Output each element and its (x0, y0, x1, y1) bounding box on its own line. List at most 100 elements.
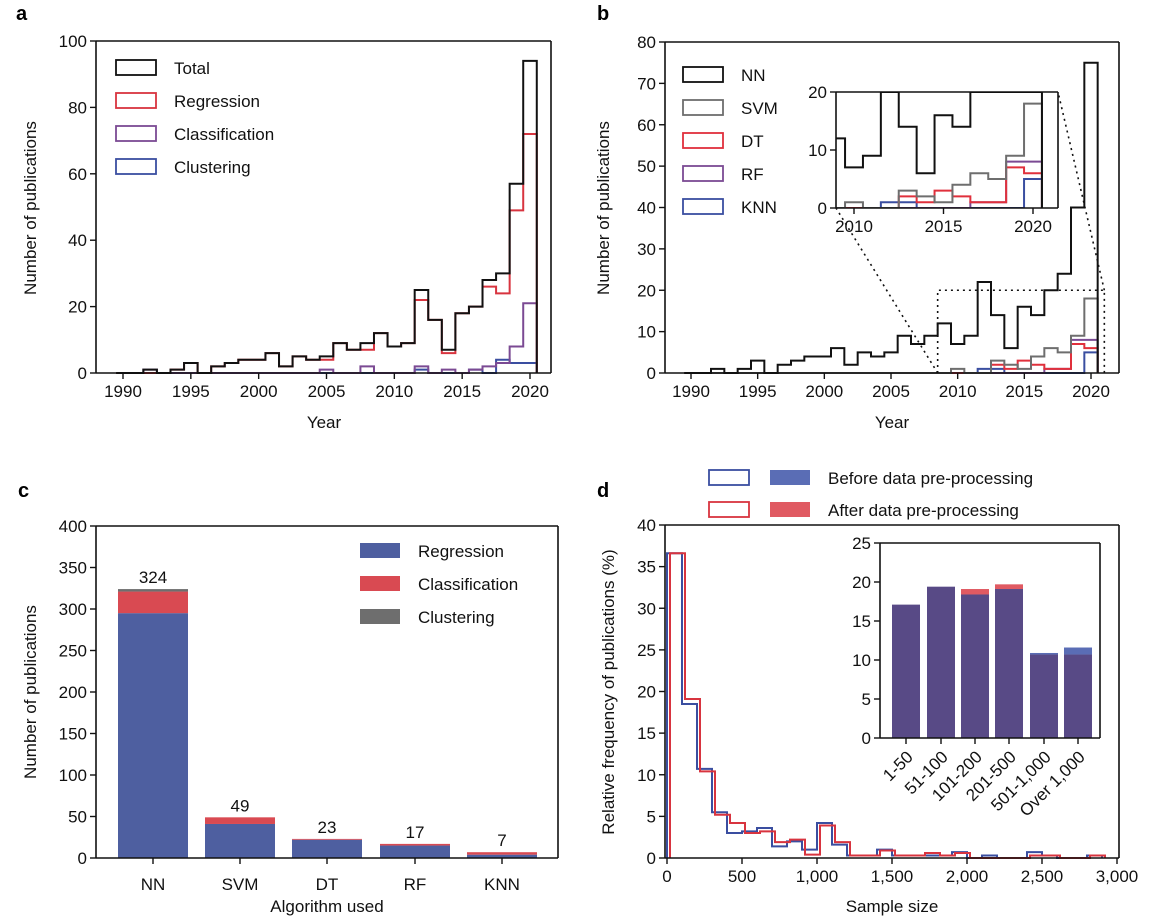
panel-a-legend-classification-swatch (115, 125, 157, 142)
panel-a-x-tick-label: 2015 (443, 382, 481, 401)
panel-d-y-tick-label: 5 (647, 807, 656, 826)
panel-d-y-tick-label: 20 (637, 683, 656, 702)
panel-d-x-axis-title: Sample size (846, 897, 939, 916)
panel-b-legend-rf-text: RF (741, 165, 764, 184)
panel-d-y-tick-label: 25 (637, 641, 656, 660)
panel-a-y-tick-label: 0 (78, 364, 87, 383)
panel-b-legend-dt-text: DT (741, 132, 764, 151)
panel-d-inset-bar-4 (1030, 654, 1058, 738)
panel-c-y-axis-title: Number of publications (21, 605, 40, 779)
panel-a-legend-regression-text: Regression (174, 92, 260, 111)
panel-d-x-tick-label: 2,000 (946, 867, 989, 886)
panel-a-x-tick-label: 2000 (240, 382, 278, 401)
panel-b-inset-series-rf (836, 160, 1043, 208)
panel-c-bar-knn-regression (467, 854, 537, 858)
panel-b-zoom-connector (835, 207, 939, 374)
panel-d-inset-y-tick-label: 20 (852, 573, 871, 592)
panel-b-y-tick-label: 40 (637, 199, 656, 218)
panel-a-y-axis-title: Number of publications (21, 121, 40, 295)
panel-c-bar-svm-regression (205, 823, 275, 858)
panel-d-legend-after-outline-swatch (708, 501, 750, 518)
panel-b-series-nn (684, 61, 1099, 374)
panel-a-y-tick-label: 40 (68, 231, 87, 250)
panel-d-x-tick-label: 3,000 (1096, 867, 1139, 886)
panel-c-bar-nn-regression (118, 613, 188, 858)
panel-a-y-tick-label: 20 (68, 298, 87, 317)
panel-c-legend-classification-swatch (360, 576, 400, 591)
panel-a-y-tick-label: 60 (68, 165, 87, 184)
panel-a-legend-regression-swatch (115, 92, 157, 109)
panel-c-bar-nn-clustering (118, 589, 188, 592)
panel-d-inset-y-tick-label: 0 (862, 729, 871, 748)
panel-d-inset-y-tick-label: 15 (852, 612, 871, 631)
panel-a-legend-clustering-swatch (115, 158, 157, 175)
panel-a-x-tick-label: 1995 (172, 382, 210, 401)
panel-b-inset-series-nn (836, 92, 1043, 208)
panel-a-legend-total-text: Total (174, 59, 210, 78)
panel-d-y-axis-title: Relative frequency of publications (%) (599, 549, 618, 834)
panel-c-legend-regression-text: Regression (418, 542, 504, 561)
panel-c-x-axis-title: Algorithm used (270, 897, 383, 916)
panel-b-series-svm (684, 297, 1099, 374)
panel-d-legend-before-outline-swatch (708, 469, 750, 486)
panel-d: d Relative frequency of publications (%)… (597, 469, 1138, 916)
panel-b-label: b (597, 3, 609, 25)
panel-b-legend-nn-text: NN (741, 66, 766, 85)
panel-c: c Number of publications Algorithm used … (18, 480, 559, 916)
panel-d-inset-bar-1 (927, 586, 955, 738)
panel-c-legend-clustering-text: Clustering (418, 608, 495, 627)
panel-c-bar-knn-classification (467, 852, 537, 855)
panel-d-inset: 05101520251-5051-100101-200201-500501-1,… (852, 534, 1101, 820)
panel-a-y-tick-label: 80 (68, 98, 87, 117)
panel-c-y-tick-label: 350 (59, 559, 87, 578)
panel-b-inset-y-tick-label: 10 (808, 141, 827, 160)
panel-d-inset-bar-5 (1064, 654, 1092, 738)
panel-b-legend-svm-text: SVM (741, 99, 778, 118)
panel-b-y-tick-label: 60 (637, 116, 656, 135)
panel-c-y-tick-label: 50 (68, 808, 87, 827)
panel-a-legend-clustering-text: Clustering (174, 158, 251, 177)
panel-a-x-tick-label: 2005 (308, 382, 346, 401)
panel-d-x-tick-label: 0 (662, 867, 671, 886)
panel-c-data-label-knn: 7 (497, 831, 506, 850)
panel-c-x-tick-label: DT (316, 875, 339, 894)
panel-d-inset-bar-diff-2 (961, 589, 989, 595)
panel-b-inset-x-tick-label: 2015 (925, 217, 963, 236)
panel-b-inset: 0 10 20 2010 2015 2020 (808, 83, 1059, 236)
panel-b-y-tick-label: 50 (637, 157, 656, 176)
panel-d-x-tick-label: 500 (728, 867, 756, 886)
panel-a-series-clustering (116, 358, 538, 374)
panel-b-y-tick-label: 30 (637, 240, 656, 259)
panel-b-inset-x-tick-label: 2020 (1014, 217, 1052, 236)
panel-a-series-total (116, 59, 538, 374)
panel-c-legend-clustering-swatch (360, 609, 400, 624)
panel-c-legend-classification-text: Classification (418, 575, 518, 594)
panel-a-legend-total-swatch (115, 59, 157, 76)
panel-b-inset-series-knn (836, 178, 1043, 208)
panel-b-x-tick-label: 2020 (1072, 382, 1110, 401)
panel-b-inset-x-tick-label: 2010 (835, 217, 873, 236)
panel-a-x-tick-label: 2010 (375, 382, 413, 401)
panel-d-inset-y-tick-label: 5 (862, 690, 871, 709)
panel-b-x-tick-label: 2000 (805, 382, 843, 401)
panel-b-x-axis-title: Year (875, 413, 910, 432)
panel-d-legend-after-fill (770, 502, 810, 517)
panel-d-y-tick-label: 15 (637, 724, 656, 743)
panel-c-bar-rf-classification (380, 843, 450, 846)
panel-d-x-tick-label: 1,000 (796, 867, 839, 886)
panel-b-legend-rf-swatch (682, 165, 724, 182)
panel-d-y-tick-label: 40 (637, 516, 656, 535)
panel-c-data-label-nn: 324 (139, 568, 167, 587)
panel-b-y-tick-label: 10 (637, 323, 656, 342)
panel-d-label: d (597, 480, 609, 502)
panel-a-label: a (16, 3, 28, 25)
panel-b-x-tick-label: 2015 (1005, 382, 1043, 401)
panel-b-inset-y-tick-label: 20 (808, 83, 827, 102)
panel-b-y-tick-label: 70 (637, 74, 656, 93)
panel-a-series-classification (116, 302, 538, 374)
panel-c-y-tick-label: 0 (78, 849, 87, 868)
panel-d-y-tick-label: 0 (647, 849, 656, 868)
panel-c-y-tick-label: 250 (59, 642, 87, 661)
panel-d-legend-after-text: After data pre-processing (828, 501, 1019, 520)
